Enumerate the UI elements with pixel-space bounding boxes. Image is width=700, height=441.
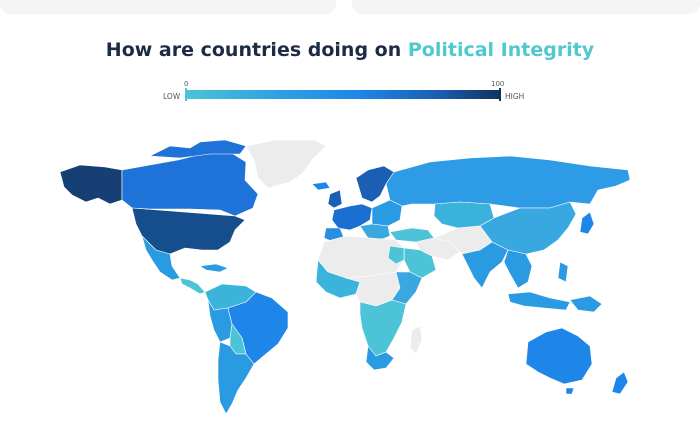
region-arabia[interactable] [403, 247, 437, 279]
region-mexico[interactable] [141, 235, 181, 281]
region-philippines[interactable] [557, 261, 569, 283]
region-new-guinea[interactable] [569, 295, 603, 313]
region-caribbean[interactable] [199, 263, 229, 273]
region-indonesia[interactable] [507, 291, 571, 311]
legend-high-tick [499, 88, 501, 101]
legend-high-label: HIGH [505, 92, 525, 101]
region-japan[interactable] [579, 211, 595, 235]
region-madagascar[interactable] [409, 325, 423, 355]
region-canada-arctic[interactable] [149, 139, 247, 159]
region-iceland[interactable] [311, 181, 331, 191]
legend-max-value: 100 [491, 80, 505, 88]
top-card-right [352, 0, 700, 14]
legend-gradient-bar [186, 90, 500, 99]
region-uk[interactable] [327, 189, 343, 209]
region-alaska[interactable] [59, 164, 123, 205]
color-scale-legend: 0 100 LOW HIGH [160, 78, 540, 104]
region-greenland[interactable] [245, 139, 327, 189]
region-egypt[interactable] [387, 245, 405, 265]
region-india[interactable] [461, 241, 509, 289]
region-southern-africa[interactable] [359, 299, 407, 357]
region-canada[interactable] [121, 151, 259, 217]
region-tasmania[interactable] [565, 387, 575, 395]
region-south-africa[interactable] [365, 345, 395, 371]
legend-low-label: LOW [163, 92, 181, 101]
title-highlight: Political Integrity [407, 39, 595, 61]
region-australia[interactable] [525, 327, 593, 385]
world-map-svg [59, 139, 631, 415]
region-russia[interactable] [385, 155, 631, 209]
region-argentina-chile[interactable] [217, 341, 255, 415]
top-card-left [0, 0, 336, 14]
world-choropleth-map [50, 132, 640, 422]
legend-min-value: 0 [184, 80, 189, 88]
region-central-america[interactable] [179, 277, 206, 295]
region-east-africa[interactable] [391, 271, 423, 305]
region-southeast-asia[interactable] [503, 249, 533, 289]
title-prefix: How are countries doing on [105, 39, 408, 61]
region-new-zealand[interactable] [611, 371, 629, 395]
region-western-europe[interactable] [331, 203, 373, 231]
page-title: How are countries doing on Political Int… [0, 39, 700, 61]
